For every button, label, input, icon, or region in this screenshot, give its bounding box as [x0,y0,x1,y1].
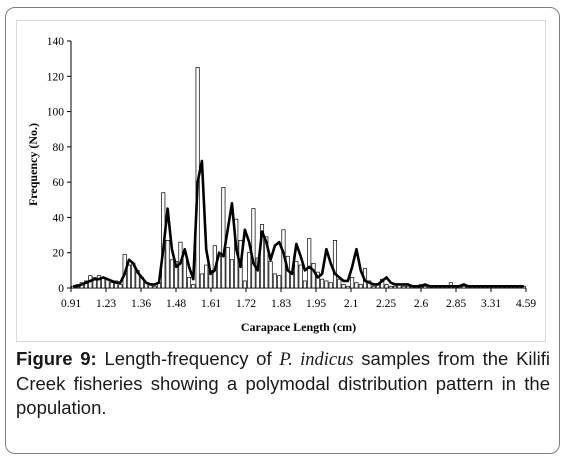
bar [320,278,325,289]
bar [264,236,269,289]
x-tick-label: 1.61 [201,298,221,310]
y-tick-label: 60 [53,177,65,189]
bar [358,284,363,289]
bar [96,275,101,289]
y-tick-label: 20 [53,248,65,260]
y-axis-title: Frequency (No.) [26,123,40,206]
bar [92,277,97,289]
bar [191,284,196,289]
bar [328,282,333,289]
bar [251,208,256,289]
x-tick-label: 1.95 [306,298,326,310]
chart-svg: 0 20 40 60 80 100 120 140 0.91 1.23 1.36 1.48 1.61 1.… [26,36,536,334]
bar [302,280,307,289]
y-tick-label: 0 [58,283,64,295]
bar [152,285,157,289]
bar [461,285,466,289]
bar [350,277,355,289]
x-tick-label: 4.59 [516,298,536,310]
figure-caption: Figure 9: Length-frequency of P. indicus… [16,347,550,420]
x-axis-title: Carapace Length (cm) [241,320,356,334]
bar [247,252,252,289]
x-tick-label: 2.6 [414,298,429,310]
bar [345,285,350,289]
bar [401,285,406,289]
bar [255,257,260,289]
bar [204,264,209,289]
caption-text-after: samples from the Kilifi Creek fisheries … [16,348,550,418]
bar [307,238,312,289]
x-tick-label: 1.23 [96,298,116,310]
bar [315,271,320,289]
bar [388,285,393,289]
bar [169,259,174,289]
bar [384,284,389,289]
bar [199,273,204,289]
bar [324,280,329,289]
bar [298,264,303,289]
y-tick-label: 40 [53,212,65,224]
y-tick-label: 80 [53,142,65,154]
y-tick-label: 120 [47,71,65,83]
bar [268,261,273,289]
x-tick-label: 3.31 [481,298,501,310]
caption-text-before: Length-frequency of [96,348,280,369]
chart-area: 0 20 40 60 80 100 120 140 0.91 1.23 1.36 1.48 1.61 1.… [16,20,546,342]
bar [405,285,410,289]
bar [371,285,376,289]
x-tick-label: 0.91 [61,298,81,310]
caption-label: Figure 9: [16,348,97,369]
bar [294,261,299,289]
x-tick-label: 2.25 [376,298,396,310]
bar [277,275,282,289]
bar [126,264,131,289]
bar [423,285,428,289]
bar [114,280,119,289]
x-tick-label: 1.36 [131,298,151,310]
bar [221,187,226,289]
x-tick-label: 2.1 [344,298,359,310]
bar [225,247,230,289]
bar [311,262,316,289]
x-tick-label: 1.48 [166,298,186,310]
bar [109,282,114,289]
x-tick-label: 2.85 [446,298,466,310]
bar [242,280,247,289]
bar [272,273,277,289]
y-tick-label: 100 [47,107,65,119]
bar [393,285,398,289]
x-tick-label: 1.83 [271,298,291,310]
series-line [73,159,524,288]
bar [187,277,192,289]
x-tick-label: 1.72 [236,298,256,310]
bar [165,240,170,289]
bar [118,284,123,289]
bar [341,284,346,289]
bar [332,240,338,289]
bar [229,259,234,289]
y-tick-label: 140 [47,36,65,48]
caption-species: P. indicus [279,350,354,370]
bar [337,278,342,289]
bar [354,282,359,289]
